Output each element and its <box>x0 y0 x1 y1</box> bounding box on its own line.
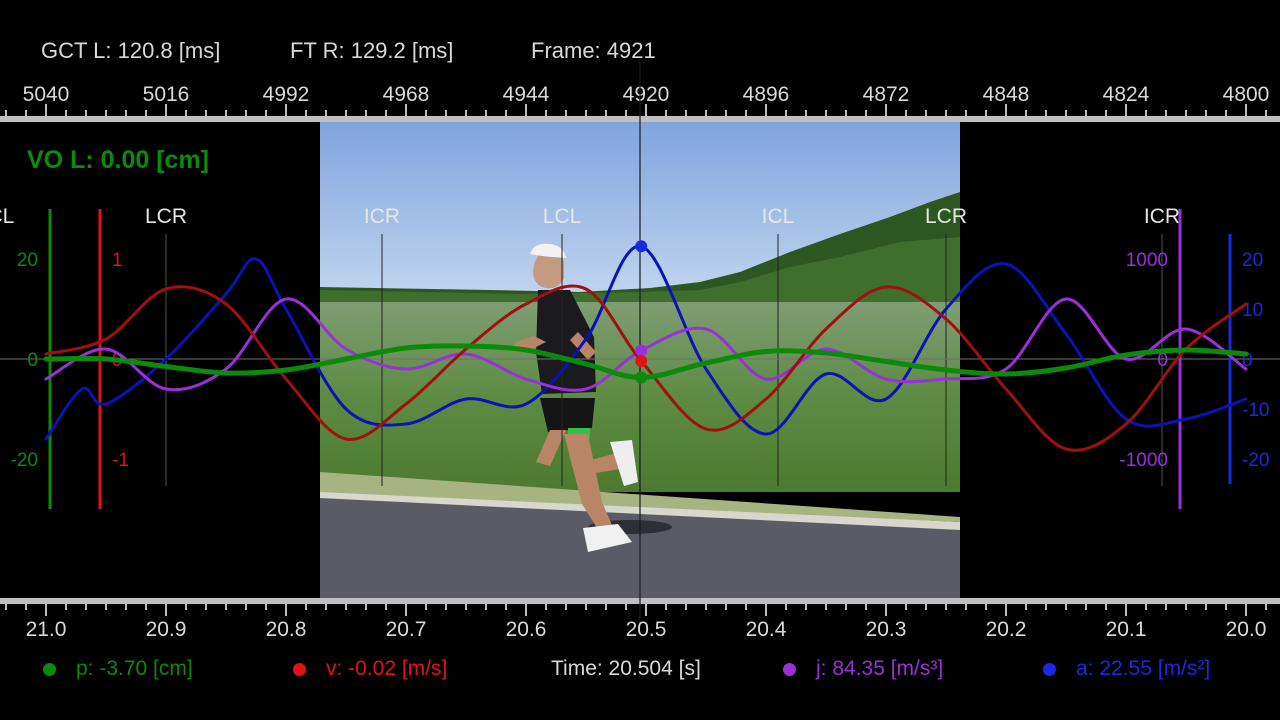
frame-readout: Frame: 4921 <box>531 38 656 63</box>
a-axis-tick-label: -10 <box>1242 400 1269 421</box>
jerk-dot-icon <box>783 663 796 676</box>
v-axis-tick-label: -1 <box>112 450 129 471</box>
time-tick-label: 20.9 <box>145 618 187 641</box>
legend-velocity: v: -0.02 [m/s] <box>293 657 447 681</box>
time-tick-label: 20.8 <box>265 618 307 641</box>
ruler-tick-marks <box>5 104 1267 616</box>
p-axis-tick-label: -20 <box>11 450 38 471</box>
frame-tick-label: 5040 <box>22 83 70 106</box>
gait-event-label: LCL <box>543 205 582 228</box>
time-tick-label: 20.1 <box>1105 618 1147 641</box>
a-axis-tick-label: 0 <box>1242 350 1253 371</box>
frame-tick-label: 4992 <box>262 83 310 106</box>
frame-tick-label: 5016 <box>142 83 190 106</box>
frame-tick-label: 4944 <box>502 83 550 106</box>
time-tick-label: 20.3 <box>865 618 907 641</box>
position-readout: p: -3.70 [cm] <box>76 657 193 680</box>
frame-tick-label: 4824 <box>1102 83 1150 106</box>
gait-event-markers: ICL LCR ICR LCL ICL LCR ICR <box>0 205 1180 486</box>
ft-right-readout: FT R: 129.2 [ms] <box>290 38 454 63</box>
p-cursor-point <box>635 371 648 384</box>
frame-tick-label: 4872 <box>862 83 910 106</box>
gait-event-label: ICL <box>0 205 14 228</box>
time-tick-label: 20.7 <box>385 618 427 641</box>
velocity-readout: v: -0.02 [m/s] <box>326 657 448 680</box>
position-dot-icon <box>43 663 56 676</box>
a-series-line <box>44 244 1248 441</box>
a-axis-tick-label: 20 <box>1242 250 1263 271</box>
p-axis-tick-label: 20 <box>17 250 38 271</box>
jerk-readout: j: 84.35 [m/s³] <box>816 657 944 680</box>
j-axis-tick-label: 1000 <box>1126 250 1168 271</box>
time-tick-label: 21.0 <box>25 618 67 641</box>
frame-tick-label: 4800 <box>1222 83 1270 106</box>
j-axis-tick-label: -1000 <box>1119 450 1168 471</box>
cursor-markers <box>635 240 648 384</box>
gait-event-label: LCR <box>145 205 187 228</box>
time-tick-label: 20.0 <box>1225 618 1267 641</box>
time-tick-label: 20.4 <box>745 618 787 641</box>
gait-event-label: ICR <box>364 205 400 228</box>
acceleration-readout: a: 22.55 [m/s²] <box>1076 657 1211 680</box>
time-readout: Time: 20.504 [s] <box>551 657 701 680</box>
v-cursor-point <box>635 355 648 367</box>
j-cursor-point <box>635 344 648 357</box>
j-axis-tick-label: 0 <box>1157 350 1168 371</box>
time-tick-label: 20.5 <box>625 618 667 641</box>
gait-event-label: ICR <box>1144 205 1180 228</box>
time-tick-label: 20.2 <box>985 618 1027 641</box>
vertical-oscillation-readout: VO L: 0.00 [cm] <box>27 146 209 174</box>
legend-position: p: -3.70 [cm] <box>43 657 193 681</box>
frame-tick-label: 4968 <box>382 83 430 106</box>
a-axis-tick-label: 10 <box>1242 300 1263 321</box>
a-axis-tick-label: -20 <box>1242 450 1269 471</box>
frame-tick-label: 4848 <box>982 83 1030 106</box>
gct-left-readout: GCT L: 120.8 [ms] <box>41 38 221 63</box>
gait-event-label: ICL <box>762 205 795 228</box>
velocity-dot-icon <box>293 663 306 676</box>
acceleration-dot-icon <box>1043 663 1056 676</box>
legend-jerk: j: 84.35 [m/s³] <box>783 657 943 681</box>
frame-tick-label: 4920 <box>622 83 670 106</box>
v-axis-tick-label: 1 <box>112 250 123 271</box>
frame-tick-label: 4896 <box>742 83 790 106</box>
a-cursor-point <box>635 240 648 253</box>
time-tick-label: 20.6 <box>505 618 547 641</box>
gait-event-label: LCR <box>925 205 967 228</box>
legend-acceleration: a: 22.55 [m/s²] <box>1043 657 1210 681</box>
p-axis-tick-label: 0 <box>27 350 38 371</box>
